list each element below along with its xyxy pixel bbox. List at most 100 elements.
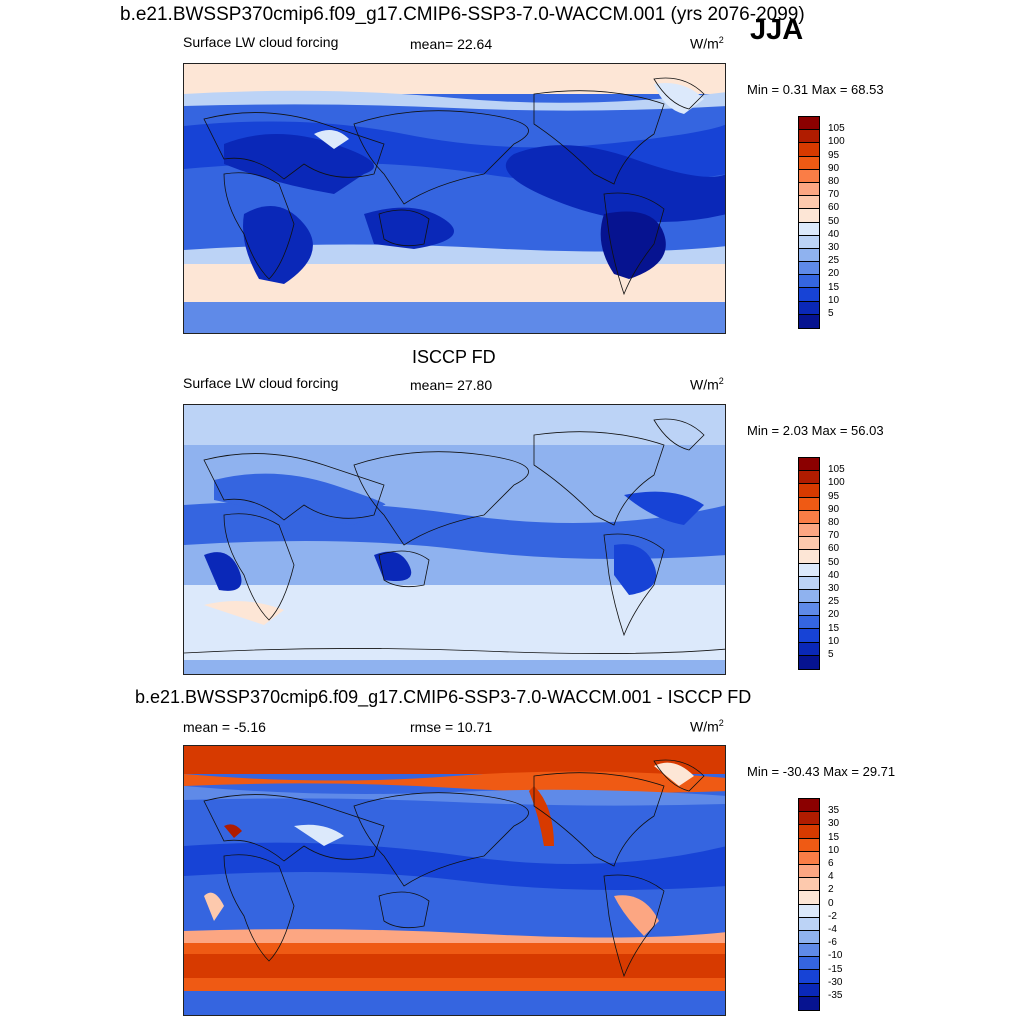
panel2-minmax: Min = 2.03 Max = 56.03 — [747, 423, 884, 438]
colorbar-tick-label: 40 — [828, 569, 840, 581]
colorbar-tick-label: 100 — [828, 136, 845, 148]
colorbar-swatch — [799, 458, 819, 472]
colorbar-swatch — [799, 117, 819, 131]
colorbar-swatch — [799, 275, 819, 289]
colorbar-swatch — [799, 563, 819, 577]
colorbar-tick-label: 15 — [828, 281, 840, 293]
colorbar-tick-label: 80 — [828, 176, 840, 187]
colorbar-swatch — [799, 629, 819, 643]
panel2-mean-label: mean= 27.80 — [410, 377, 493, 393]
panel2-title: ISCCP FD — [412, 347, 496, 367]
colorbar-swatch — [799, 996, 819, 1010]
colorbar-swatch — [799, 143, 819, 157]
panel1-map — [183, 63, 726, 334]
colorbar-swatch — [799, 169, 819, 183]
colorbar-swatch — [799, 196, 819, 210]
colorbar-swatch — [799, 314, 819, 328]
colorbar-tick-label: 50 — [828, 215, 840, 227]
panel3-map — [183, 745, 726, 1016]
colorbar-swatch — [799, 825, 819, 839]
colorbar-tick-label: 4 — [828, 871, 834, 883]
main-title: b.e21.BWSSP370cmip6.f09_g17.CMIP6-SSP3-7… — [120, 4, 805, 25]
colorbar-tick-label: 25 — [828, 255, 840, 267]
colorbar-tick-label: 30 — [828, 242, 840, 253]
colorbar-tick-label: 50 — [828, 556, 840, 568]
colorbar-swatch — [799, 484, 819, 498]
panel3-units: W/m2 — [690, 718, 724, 735]
colorbar-tick-label: 70 — [828, 530, 840, 542]
colorbar-tick-label: 60 — [828, 543, 840, 555]
colorbar-swatch — [799, 510, 819, 524]
colorbar-swatch — [799, 603, 819, 617]
colorbar-swatch — [799, 642, 819, 656]
colorbar-swatch — [799, 182, 819, 197]
colorbar-swatch — [799, 301, 819, 315]
colorbar-tick-label: 10 — [828, 635, 840, 647]
colorbar-swatch — [799, 812, 819, 826]
colorbar-tick-label: 5 — [828, 649, 834, 660]
colorbar-swatch — [799, 262, 819, 276]
panel1-units: W/m2 — [690, 35, 724, 52]
colorbar-swatch — [799, 904, 819, 918]
colorbar-swatch — [799, 799, 819, 813]
colorbar-swatch — [799, 209, 819, 223]
colorbar-tick-label: 10 — [828, 294, 840, 306]
colorbar-swatch — [799, 523, 819, 538]
panel1-minmax: Min = 0.31 Max = 68.53 — [747, 82, 884, 97]
colorbar-tick-label: 95 — [828, 490, 840, 502]
colorbar-tick-label: 90 — [828, 162, 840, 174]
colorbar-swatch — [799, 930, 819, 945]
colorbar-swatch — [799, 616, 819, 630]
colorbar-swatch — [799, 248, 819, 263]
colorbar-tick-label: -10 — [828, 950, 843, 962]
colorbar-swatch — [799, 288, 819, 302]
colorbar-swatch — [799, 655, 819, 669]
colorbar-tick-label: 6 — [828, 858, 834, 869]
colorbar-tick-label: 20 — [828, 609, 840, 621]
colorbar-tick-label: 30 — [828, 583, 840, 594]
colorbar-swatch — [799, 851, 819, 865]
colorbar-swatch — [799, 917, 819, 931]
colorbar-swatch — [799, 471, 819, 485]
colorbar-tick-label: -35 — [828, 990, 843, 1001]
season-label: JJA — [750, 14, 804, 46]
panel1-colorbar — [798, 116, 820, 329]
colorbar-tick-label: 105 — [828, 123, 845, 135]
colorbar-swatch — [799, 576, 819, 590]
panel2-colorbar — [798, 457, 820, 670]
colorbar-tick-label: 20 — [828, 268, 840, 280]
colorbar-tick-label: 60 — [828, 202, 840, 214]
colorbar-tick-label: 95 — [828, 149, 840, 161]
colorbar-swatch — [799, 983, 819, 997]
colorbar-swatch — [799, 497, 819, 511]
colorbar-swatch — [799, 957, 819, 971]
colorbar-swatch — [799, 838, 819, 852]
colorbar-tick-label: 5 — [828, 308, 834, 319]
colorbar-tick-label: -30 — [828, 976, 843, 988]
colorbar-tick-label: -6 — [828, 937, 837, 949]
colorbar-swatch — [799, 878, 819, 892]
colorbar-tick-label: -15 — [828, 963, 843, 975]
colorbar-tick-label: 40 — [828, 228, 840, 240]
colorbar-swatch — [799, 891, 819, 905]
panel2-map — [183, 404, 726, 675]
colorbar-swatch — [799, 589, 819, 604]
colorbar-tick-label: 10 — [828, 844, 840, 856]
colorbar-tick-label: 35 — [828, 805, 840, 817]
colorbar-swatch — [799, 864, 819, 879]
colorbar-tick-label: 0 — [828, 897, 834, 909]
colorbar-tick-label: 15 — [828, 831, 840, 843]
panel3-minmax: Min = -30.43 Max = 29.71 — [747, 764, 896, 779]
panel2-variable-label: Surface LW cloud forcing — [183, 375, 339, 391]
colorbar-tick-label: 15 — [828, 622, 840, 634]
colorbar-tick-label: -2 — [828, 910, 837, 922]
colorbar-tick-label: 2 — [828, 884, 834, 896]
panel3-title: b.e21.BWSSP370cmip6.f09_g17.CMIP6-SSP3-7… — [135, 687, 752, 707]
colorbar-swatch — [799, 156, 819, 170]
colorbar-swatch — [799, 235, 819, 249]
colorbar-swatch — [799, 970, 819, 984]
colorbar-swatch — [799, 550, 819, 564]
panel1-variable-label: Surface LW cloud forcing — [183, 34, 339, 50]
colorbar-tick-label: 80 — [828, 517, 840, 528]
colorbar-tick-label: 105 — [828, 464, 845, 476]
